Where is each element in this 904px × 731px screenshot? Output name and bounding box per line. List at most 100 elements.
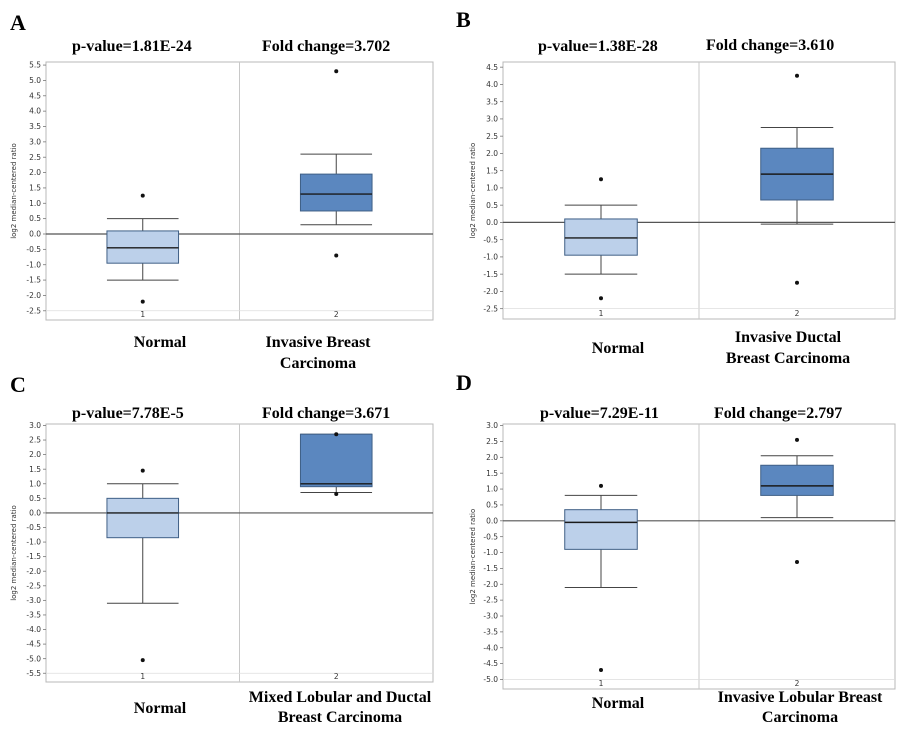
y-tick-label: -0.5 (26, 245, 41, 254)
y-tick-label: 1.0 (29, 199, 41, 208)
outlier-point (795, 437, 799, 442)
outlier-point (140, 658, 145, 663)
x-tick-label: 1 (599, 679, 604, 688)
box-iqr (106, 497, 180, 539)
y-tick-label: -2.5 (26, 581, 41, 590)
y-tick-label: 2.0 (29, 168, 41, 177)
y-tick-label: -1.0 (483, 253, 498, 262)
y-tick-label: -4.5 (26, 640, 41, 649)
y-tick-label: -0.5 (483, 532, 498, 541)
y-tick-label: -0.5 (483, 235, 498, 244)
panel-b: Bp-value=1.38E-28 Fold change=3.610 4.5 4.0… (456, 7, 896, 367)
y-tick-label: 4.5 (486, 63, 498, 72)
outlier-point (795, 560, 799, 565)
y-tick-label: 2.0 (486, 453, 498, 462)
y-tick-label: -3.0 (26, 596, 41, 605)
y-tick-label: 3.0 (29, 421, 41, 430)
group-label: Mixed Lobular and Ductal (249, 689, 432, 706)
y-tick-label: 1.5 (486, 166, 498, 175)
y-tick-label: -5.0 (483, 675, 498, 684)
y-tick-label: 0.0 (29, 230, 41, 239)
outlier-point (599, 177, 603, 182)
panel-c: Cp-value=7.78E-5 Fold change=3.671 3.0 2.5 2… (10, 372, 434, 726)
box-group-2: 2 (760, 73, 834, 318)
y-tick-label: 3.5 (29, 122, 41, 131)
box-group-2: 2 (760, 437, 834, 688)
fold-change-label: Fold change=3.671 (262, 405, 390, 422)
x-tick-label: 2 (795, 309, 800, 318)
y-tick-label: 3.5 (486, 97, 498, 106)
outlier-point (334, 253, 339, 258)
outlier-point (334, 491, 339, 496)
y-tick-label: -1.5 (26, 552, 41, 561)
group-label: Normal (592, 340, 645, 357)
y-tick-label: -2.0 (26, 291, 41, 300)
y-tick-label: -2.5 (483, 304, 498, 313)
x-tick-label: 1 (140, 672, 145, 681)
y-tick-label: -2.5 (483, 596, 498, 605)
y-tick-label: -4.5 (483, 659, 498, 668)
panel-letter: D (456, 370, 472, 395)
x-tick-label: 2 (334, 310, 339, 319)
y-tick-label: 1.5 (29, 465, 41, 474)
y-tick-label: -3.0 (483, 612, 498, 621)
y-tick-label: 5.5 (29, 61, 41, 70)
outlier-point (599, 296, 603, 301)
group-label: Breast Carcinoma (726, 350, 850, 367)
box-iqr (299, 433, 373, 488)
y-tick-label: 4.0 (486, 80, 498, 89)
y-tick-label: 2.5 (486, 437, 498, 446)
outlier-point (334, 432, 339, 437)
y-tick-label: -1.5 (483, 270, 498, 279)
outlier-point (599, 483, 603, 488)
y-tick-label: 0.5 (29, 214, 41, 223)
box-group-2: 2 (299, 69, 373, 319)
p-value-label: p-value=1.81E-24 (72, 38, 192, 55)
outlier-point (795, 280, 799, 285)
y-tick-label: -1.5 (26, 276, 41, 285)
y-tick-label: -1.0 (26, 538, 41, 547)
y-tick-label: 3.0 (486, 115, 498, 124)
outlier-point (140, 193, 145, 198)
box-group-1: 1 (564, 177, 638, 318)
box-iqr (106, 230, 180, 264)
y-tick-label: 1.0 (29, 479, 41, 488)
y-tick-label: 3.0 (29, 137, 41, 146)
y-tick-label: 1.0 (486, 184, 498, 193)
fold-change-label: Fold change=3.610 (706, 37, 834, 54)
y-tick-label: 0.0 (486, 218, 498, 227)
y-tick-label: -3.5 (483, 627, 498, 636)
y-tick-label: 1.5 (29, 184, 41, 193)
group-label: Normal (592, 695, 645, 712)
panel-letter: C (10, 372, 26, 397)
y-tick-label: 0.5 (486, 501, 498, 510)
y-tick-label: -5.0 (26, 654, 41, 663)
y-tick-label: -1.5 (483, 564, 498, 573)
p-value-label: p-value=7.78E-5 (72, 405, 184, 422)
y-axis-label: log2 median-centered ratio (10, 143, 18, 239)
y-tick-label: -2.0 (483, 580, 498, 589)
y-tick-label: 2.0 (486, 149, 498, 158)
panel-letter: A (10, 10, 26, 35)
y-tick-label: 4.5 (29, 91, 41, 100)
box-iqr (564, 509, 638, 550)
y-axis-label: log2 median-centered ratio (469, 509, 477, 605)
y-tick-label: 2.5 (29, 436, 41, 445)
y-axis-label: log2 median-centered ratio (10, 505, 18, 601)
group-label: Normal (134, 700, 187, 717)
outlier-point (334, 69, 339, 74)
fold-change-label: Fold change=3.702 (262, 38, 390, 55)
fold-change-label: Fold change=2.797 (714, 405, 842, 422)
outlier-point (795, 73, 799, 78)
box-group-1: 1 (106, 193, 180, 319)
box-group-2: 2 (299, 432, 373, 681)
outlier-point (140, 299, 145, 304)
y-tick-label: 5.0 (29, 76, 41, 85)
p-value-label: p-value=7.29E-11 (540, 405, 659, 422)
box-group-1: 1 (106, 468, 180, 681)
box-iqr (564, 218, 638, 256)
y-tick-label: -4.0 (26, 625, 41, 634)
box-group-1: 1 (564, 483, 638, 688)
y-tick-label: -0.5 (26, 523, 41, 532)
